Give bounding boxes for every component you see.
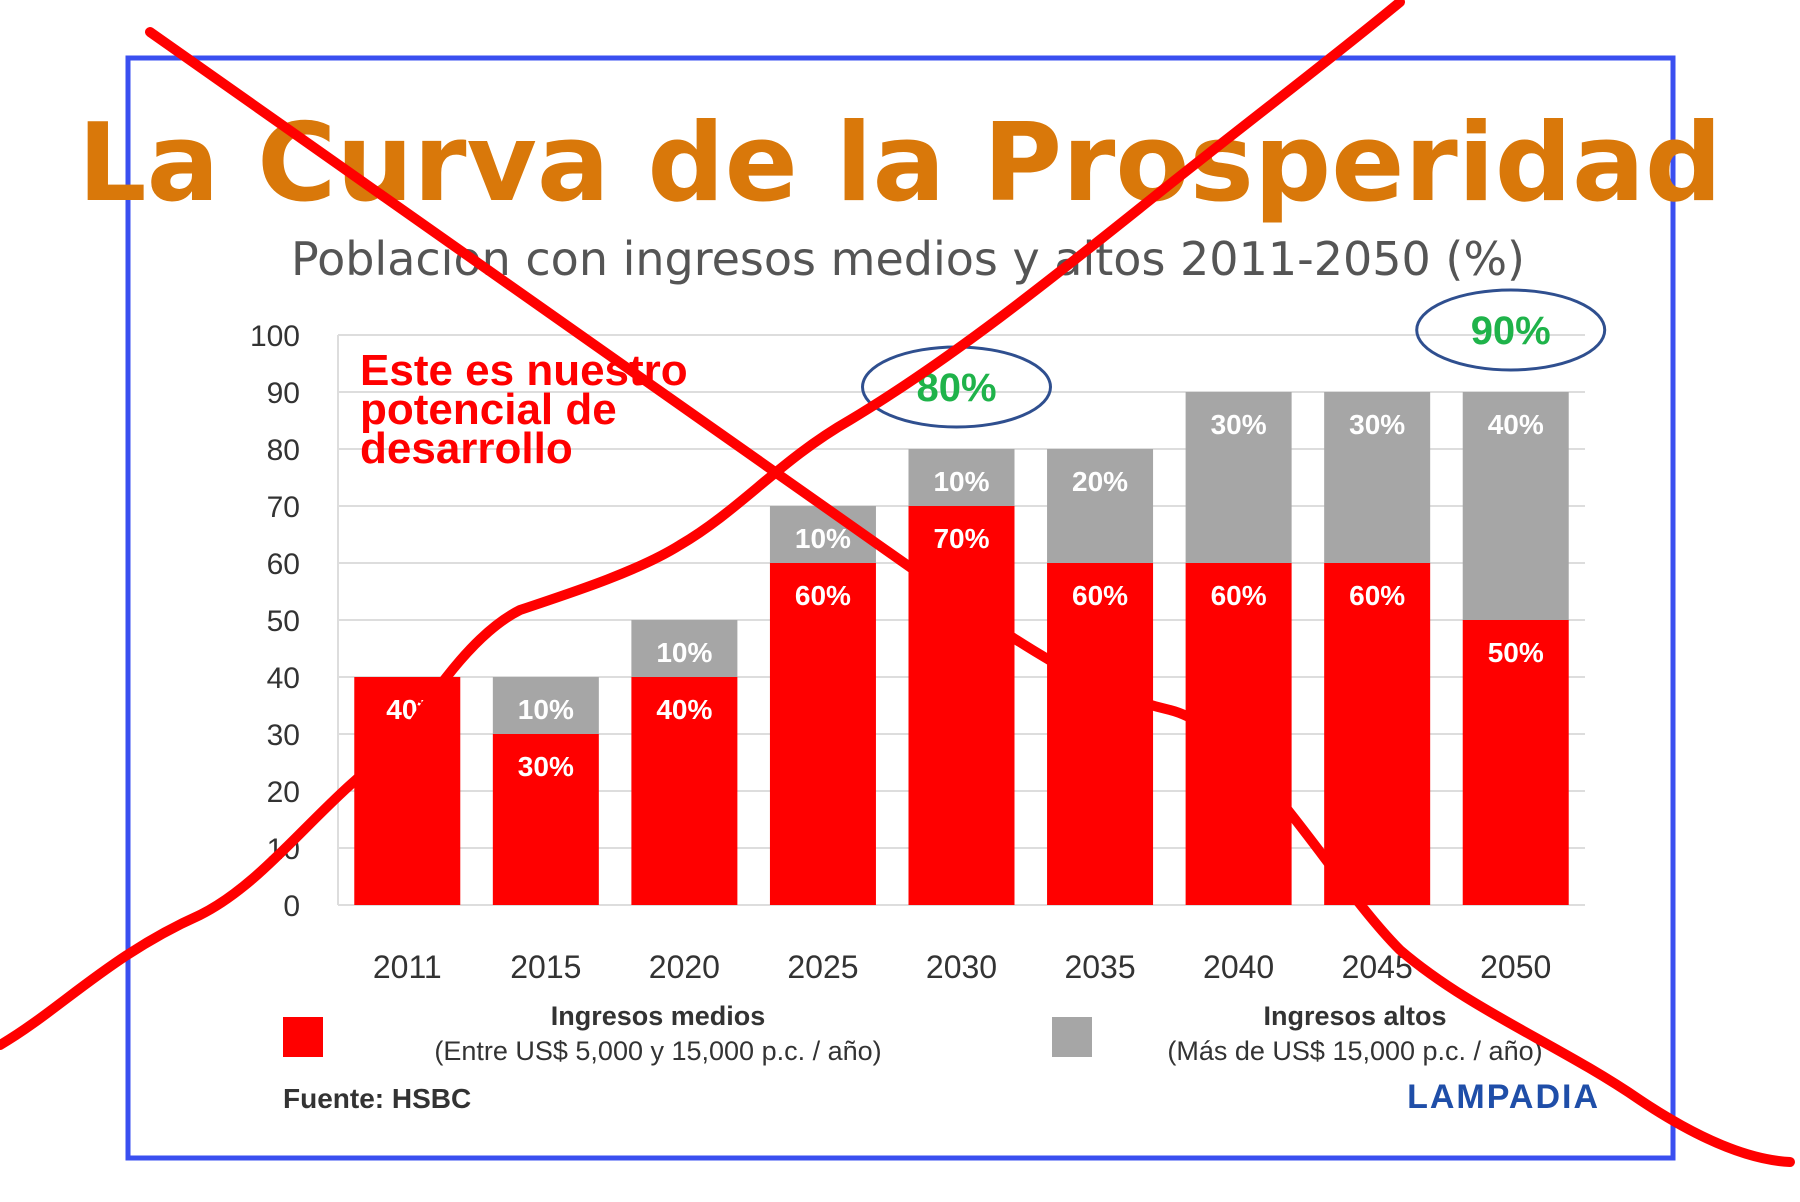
y-tick-label: 70 bbox=[267, 491, 300, 524]
bar-ingresos-altos bbox=[1462, 392, 1569, 620]
y-tick-label: 80 bbox=[267, 434, 300, 467]
bar-ingresos-altos bbox=[631, 620, 738, 677]
y-tick-label: 20 bbox=[267, 776, 300, 809]
bar-ingresos-altos bbox=[1324, 392, 1431, 563]
bar-ingresos-altos bbox=[492, 677, 599, 734]
bar-ingresos-altos bbox=[908, 449, 1015, 506]
x-tick-label: 2015 bbox=[510, 949, 581, 985]
legend-swatch-medios bbox=[283, 1017, 323, 1057]
bar-label-altos: 40% bbox=[1488, 409, 1544, 440]
cross-line-ascending bbox=[0, 0, 1405, 1050]
legend-swatch-altos bbox=[1052, 1017, 1092, 1057]
bar-label-altos: 10% bbox=[933, 466, 989, 497]
bar-ingresos-medios bbox=[354, 677, 461, 905]
callout-line-3: desarrollo bbox=[360, 424, 573, 473]
x-tick-label: 2020 bbox=[649, 949, 720, 985]
bar-label-medios: 60% bbox=[1072, 580, 1128, 611]
x-tick-label: 2030 bbox=[926, 949, 997, 985]
brand-logo: LAMPADIA bbox=[1407, 1078, 1600, 1116]
y-tick-label: 90 bbox=[267, 377, 300, 410]
x-axis: 2011 2015 2020 2025 2030 2035 2040 2045 2050 bbox=[373, 949, 1551, 985]
legend-title-medios: Ingresos medios bbox=[551, 1001, 766, 1031]
y-tick-label: 100 bbox=[250, 320, 300, 353]
x-tick-label: 2035 bbox=[1064, 949, 1135, 985]
bar-ingresos-altos bbox=[1047, 449, 1154, 563]
bar-ingresos-medios bbox=[1324, 563, 1431, 905]
bar-label-altos: 30% bbox=[1211, 409, 1267, 440]
total-bubbles: 80%90% bbox=[861, 288, 1607, 429]
bar-label-medios: 60% bbox=[1211, 580, 1267, 611]
bar-label-medios: 40% bbox=[656, 694, 712, 725]
chart-title: La Curva de la Prosperidad bbox=[78, 101, 1722, 226]
x-tick-label: 2050 bbox=[1480, 949, 1551, 985]
bar-ingresos-altos bbox=[1185, 392, 1292, 563]
x-tick-label: 2040 bbox=[1203, 949, 1274, 985]
cross-line-descending bbox=[145, 27, 1795, 1167]
callout-line-2: potencial de bbox=[360, 385, 617, 434]
y-tick-label: 60 bbox=[267, 548, 300, 581]
cross-overlay bbox=[0, 0, 1795, 1167]
bar-label-medios: 50% bbox=[1488, 637, 1544, 668]
bar-ingresos-medios bbox=[1047, 563, 1154, 905]
bar-label-altos: 30% bbox=[1349, 409, 1405, 440]
bar-ingresos-medios bbox=[769, 563, 876, 905]
source-note: Fuente: HSBC bbox=[283, 1083, 471, 1114]
bar-label-altos: 10% bbox=[656, 637, 712, 668]
legend-desc-altos: (Más de US$ 15,000 p.c. / año) bbox=[1167, 1036, 1542, 1066]
y-tick-label: 40 bbox=[267, 662, 300, 695]
y-tick-label: 50 bbox=[267, 605, 300, 638]
bar-ingresos-medios bbox=[908, 506, 1015, 905]
x-tick-label: 2011 bbox=[373, 949, 442, 985]
bar-label-medios: 30% bbox=[518, 751, 574, 782]
x-tick-label: 2025 bbox=[787, 949, 858, 985]
legend-desc-medios: (Entre US$ 5,000 y 15,000 p.c. / año) bbox=[434, 1036, 881, 1066]
bars: 40*30%10% 40%10%60%10% 70%10%60%20%60%30%6… bbox=[354, 392, 1569, 905]
bar-label-medios: 60% bbox=[795, 580, 851, 611]
bar-ingresos-medios bbox=[1462, 620, 1569, 905]
bar-label-altos: 20% bbox=[1072, 466, 1128, 497]
y-tick-label: 30 bbox=[267, 719, 300, 752]
legend: Ingresos medios (Entre US$ 5,000 y 15,00… bbox=[283, 1001, 1543, 1066]
legend-title-altos: Ingresos altos bbox=[1263, 1001, 1446, 1031]
bar-ingresos-medios bbox=[1185, 563, 1292, 905]
total-bubble-label: 90% bbox=[1471, 309, 1551, 353]
y-tick-label: 0 bbox=[283, 890, 300, 923]
bar-label-medios: 70% bbox=[933, 523, 989, 554]
bar-ingresos-medios bbox=[631, 677, 738, 905]
bar-label-medios: 60% bbox=[1349, 580, 1405, 611]
total-bubble bbox=[1415, 288, 1607, 372]
bar-ingresos-medios bbox=[492, 734, 599, 905]
bar-label-altos: 10% bbox=[518, 694, 574, 725]
bar-label-altos: 10% bbox=[795, 523, 851, 554]
